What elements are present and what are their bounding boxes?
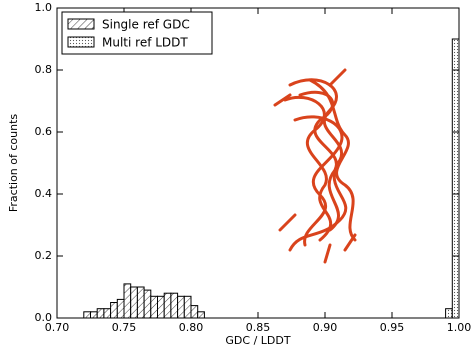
histogram-bar — [197, 311, 205, 319]
x-tick-label: 0.75 — [112, 321, 137, 334]
histogram-bar — [123, 283, 132, 319]
x-tick-label: 0.85 — [246, 321, 271, 334]
y-tick-label: 0.4 — [35, 187, 53, 200]
x-tick-label: 0.95 — [380, 321, 405, 334]
legend-swatch — [67, 18, 95, 30]
histogram-bar — [170, 292, 179, 319]
histogram-bar — [150, 295, 159, 319]
y-tick-label: 0.6 — [35, 125, 53, 138]
histogram-bar — [190, 305, 199, 319]
y-tick-label: 0.8 — [35, 63, 53, 76]
y-axis-label: Fraction of counts — [7, 114, 20, 213]
histogram-bar — [136, 286, 145, 319]
histogram-bar — [90, 311, 98, 319]
histogram-bar — [116, 298, 125, 319]
histogram-bar — [103, 308, 112, 319]
histogram-bar — [183, 295, 192, 319]
legend-swatch — [67, 36, 95, 48]
histogram-bar — [96, 308, 105, 319]
x-tick-label: 0.80 — [179, 321, 204, 334]
legend-label: Single ref GDC — [102, 18, 190, 32]
legend-label: Multi ref LDDT — [102, 36, 188, 50]
y-tick-label: 0.2 — [35, 249, 53, 262]
histogram-bar — [110, 302, 118, 319]
histogram-bar — [157, 295, 165, 319]
histogram-bar — [445, 308, 453, 319]
x-axis-label: GDC / LDDT — [225, 334, 290, 347]
y-tick-label: 0.0 — [35, 311, 53, 324]
y-tick-label: 1.0 — [35, 1, 53, 14]
x-tick-label: 0.90 — [313, 321, 338, 334]
protein-illustration — [273, 68, 357, 264]
histogram-bar — [451, 38, 460, 319]
x-tick-label: 1.00 — [447, 321, 472, 334]
histogram-bar — [130, 286, 138, 319]
x-tick-label: 0.70 — [45, 321, 70, 334]
histogram-bar — [143, 289, 152, 319]
histogram-bar — [177, 295, 185, 319]
histogram-bar — [163, 292, 172, 319]
histogram-bar — [83, 311, 92, 319]
